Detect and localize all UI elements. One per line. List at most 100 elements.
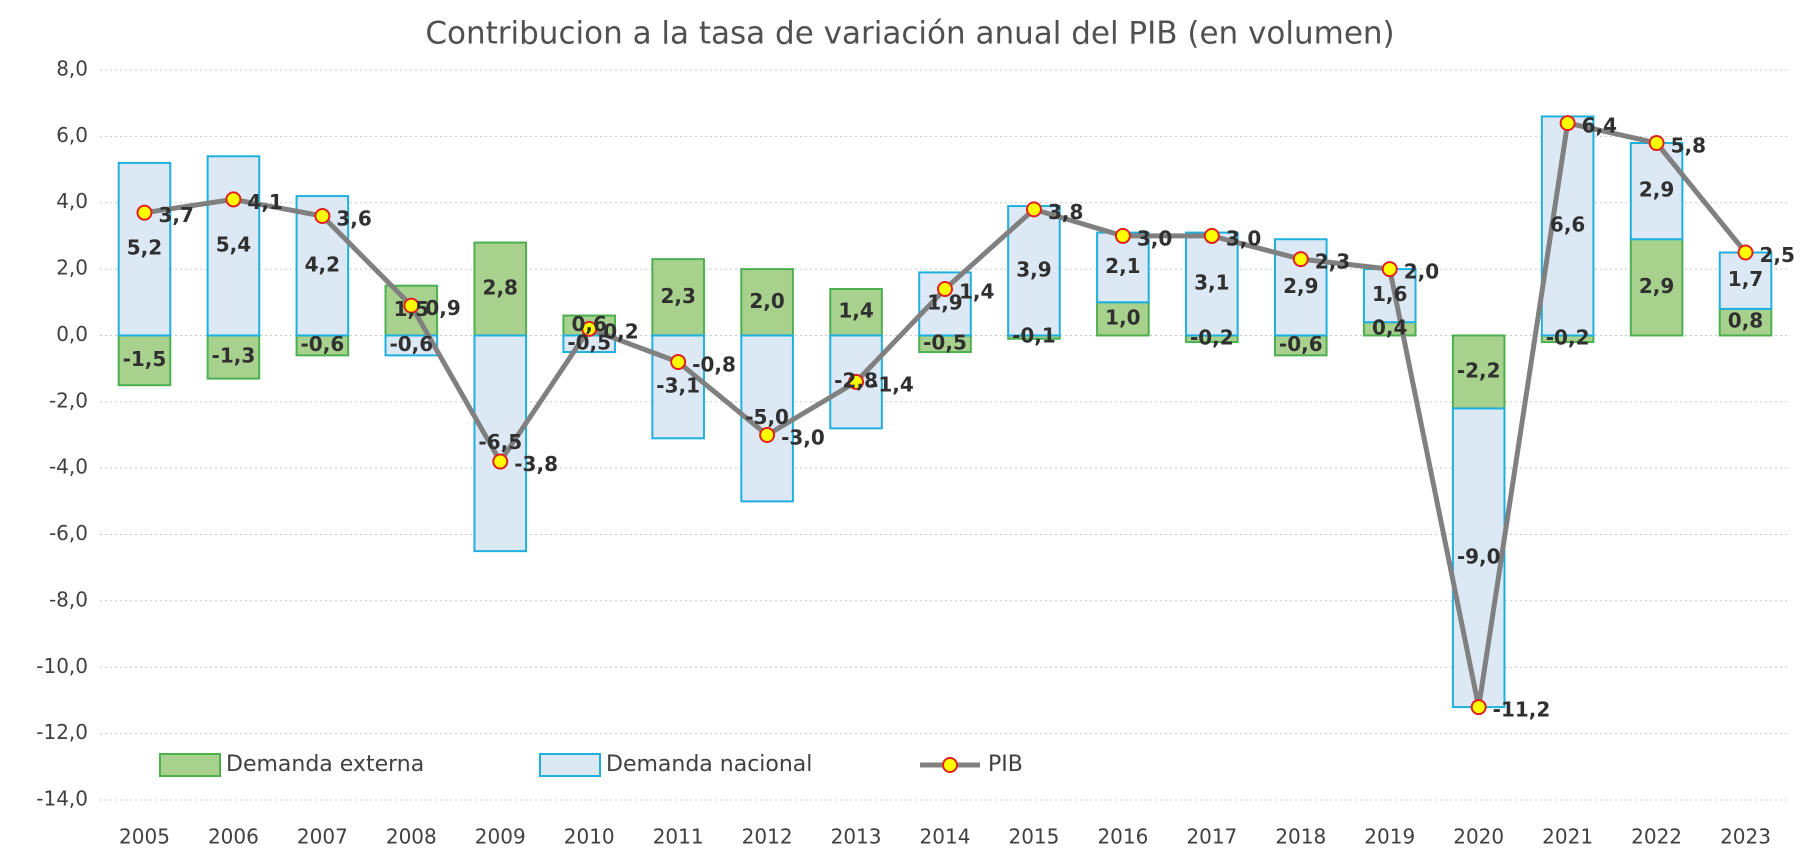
line-marker — [670, 354, 687, 370]
y-tick-label: -4,0 — [49, 455, 88, 479]
line-marker — [759, 427, 776, 443]
bar-value-label: -9,0 — [1457, 544, 1501, 568]
line-marker — [1559, 115, 1576, 132]
bar-value-label: -0,5 — [923, 330, 967, 354]
bar-value-label: -5,0 — [745, 405, 789, 429]
bar — [1629, 238, 1684, 337]
chart-title: Contribucion a la tasa de variación anua… — [425, 16, 1394, 52]
bar-value-label: -6,5 — [478, 430, 522, 454]
bar-value-label: -3,1 — [656, 373, 700, 397]
line-marker — [403, 297, 420, 314]
line-value-label: -3,8 — [514, 452, 558, 476]
line-marker — [1470, 699, 1487, 716]
y-tick-label: 8,0 — [56, 57, 88, 81]
line-marker — [492, 453, 509, 470]
bar-value-label: 5,4 — [216, 232, 251, 256]
bar — [117, 334, 172, 387]
y-tick-label: 0,0 — [56, 322, 88, 346]
x-tick-label: 2012 — [742, 825, 793, 849]
line-value-label: 3,8 — [1048, 200, 1083, 224]
x-tick-label: 2010 — [564, 825, 615, 849]
x-tick-label: 2007 — [297, 825, 348, 849]
x-tick-label: 2014 — [920, 825, 971, 849]
bar — [651, 258, 705, 337]
bar-value-label: 2,3 — [660, 284, 695, 308]
bar — [1451, 334, 1506, 410]
x-tick-label: 2020 — [1453, 825, 1504, 849]
line-value-label: -1,4 — [870, 372, 914, 396]
x-tick-label: 2005 — [119, 825, 170, 849]
bar-value-label: 3,9 — [1016, 257, 1051, 281]
bar-value-label: 1,7 — [1728, 267, 1763, 291]
bar-value-label: 0,6 — [571, 312, 606, 336]
line-value-label: 4,1 — [247, 190, 282, 214]
line-value-label: 3,6 — [336, 207, 371, 231]
line-marker — [937, 281, 953, 297]
y-tick-label: -6,0 — [49, 521, 88, 545]
line-value-label: 0,9 — [425, 296, 460, 320]
x-tick-label: 2022 — [1631, 825, 1682, 849]
bar-value-label: 2,9 — [1283, 274, 1318, 298]
bar-value-label: -2,2 — [1457, 358, 1501, 382]
bar-value-label: 1,0 — [1105, 305, 1140, 329]
line-marker — [136, 204, 153, 221]
legend-label: Demanda nacional — [606, 752, 812, 777]
y-tick-label: -8,0 — [49, 587, 88, 611]
line-value-label: -11,2 — [1493, 698, 1551, 722]
bar — [206, 155, 261, 337]
bar — [651, 334, 705, 440]
line-marker — [1381, 261, 1398, 278]
bar-value-label: -0,6 — [1279, 332, 1323, 356]
bar — [473, 241, 528, 337]
bar — [1096, 231, 1150, 304]
bar-value-label: 2,8 — [483, 276, 518, 300]
y-tick-label: -12,0 — [36, 720, 88, 744]
y-tick-label: 2,0 — [56, 256, 88, 280]
bar — [829, 288, 883, 337]
x-tick-label: 2009 — [475, 825, 526, 849]
line-marker — [314, 208, 331, 224]
bar — [1185, 231, 1239, 337]
bar — [117, 161, 172, 337]
bar-value-label: 1,6 — [1372, 282, 1407, 306]
bar — [740, 268, 794, 337]
legend-swatch — [539, 753, 601, 777]
bar-value-label: 0,4 — [1372, 315, 1407, 339]
bar-value-label: 3,1 — [1194, 271, 1229, 295]
x-tick-label: 2023 — [1720, 825, 1771, 849]
y-tick-label: -14,0 — [36, 787, 88, 811]
line-value-label: 2,3 — [1315, 250, 1350, 274]
x-tick-label: 2011 — [653, 825, 704, 849]
legend-label: PIB — [988, 752, 1023, 777]
y-tick-label: 4,0 — [56, 189, 88, 213]
y-tick-label: -10,0 — [36, 654, 88, 678]
bar — [473, 334, 528, 553]
bar-value-label: 1,4 — [838, 299, 873, 323]
x-tick-label: 2021 — [1542, 825, 1593, 849]
legend-swatch — [159, 753, 221, 777]
bar-value-label: 6,6 — [1550, 212, 1585, 236]
bar-value-label: -0,6 — [301, 332, 345, 356]
line-marker — [1737, 244, 1754, 261]
bar-value-label: -0,5 — [567, 330, 611, 354]
bar-value-label: -1,3 — [212, 344, 256, 368]
bar — [1096, 301, 1150, 337]
line-marker — [1203, 227, 1220, 244]
bar-value-label: -0,2 — [1546, 325, 1590, 349]
line-value-label: 3,7 — [158, 203, 193, 227]
line-marker — [1648, 135, 1665, 151]
line-value-label: 3,0 — [1137, 226, 1172, 250]
line-value-label: -0,8 — [692, 353, 736, 377]
line-value-label: 1,4 — [959, 280, 994, 304]
bar — [1718, 251, 1773, 310]
line-value-label: 0,2 — [603, 319, 638, 343]
bar-value-label: 2,9 — [1639, 274, 1674, 298]
x-tick-label: 2016 — [1097, 825, 1148, 849]
line-value-label: 3,0 — [1226, 226, 1261, 250]
line-marker — [225, 191, 242, 208]
bar-value-label: -1,5 — [123, 347, 167, 371]
x-tick-label: 2017 — [1186, 825, 1237, 849]
line-marker — [581, 320, 598, 337]
line-value-label: 5,8 — [1671, 134, 1706, 158]
